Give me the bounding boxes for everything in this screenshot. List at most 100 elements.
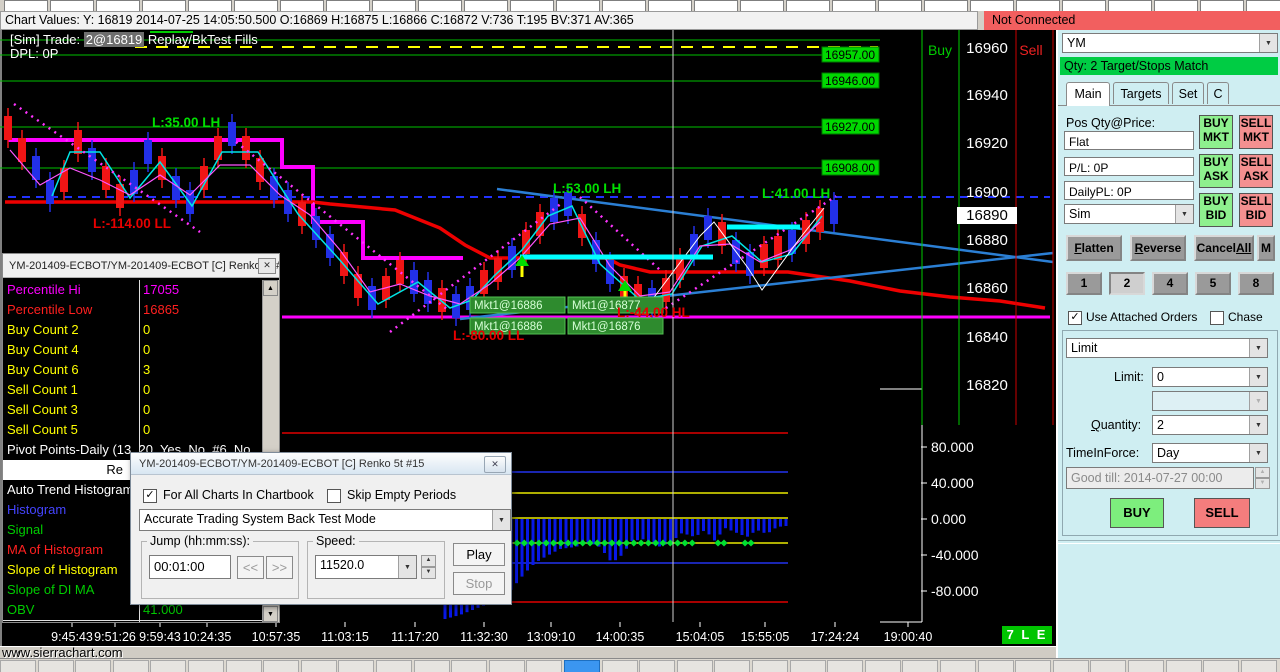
taskbar-item[interactable] bbox=[1165, 660, 1202, 672]
spinner-up-icon[interactable]: ▲ bbox=[421, 555, 436, 567]
taskbar-item[interactable] bbox=[1090, 660, 1127, 672]
taskbar-item[interactable] bbox=[150, 660, 187, 672]
sell-button[interactable]: SELL bbox=[1194, 498, 1250, 528]
toolbar-button[interactable] bbox=[234, 0, 278, 11]
replay-dialog[interactable]: YM-201409-ECBOT/YM-201409-ECBOT [C] Renk… bbox=[130, 452, 512, 605]
qty-preset-5[interactable]: 5 bbox=[1195, 272, 1231, 295]
speed-select[interactable]: 11520.0 ▼ bbox=[315, 555, 417, 579]
all-charts-checkbox[interactable]: ✓ bbox=[143, 489, 157, 503]
toolbar-button[interactable] bbox=[1062, 0, 1106, 11]
use-attached-orders-checkbox[interactable]: ✓ bbox=[1068, 311, 1082, 325]
taskbar-item[interactable] bbox=[789, 660, 826, 672]
toolbar-button[interactable] bbox=[50, 0, 94, 11]
close-icon[interactable]: ✕ bbox=[484, 456, 506, 473]
tif-select[interactable]: Day ▼ bbox=[1152, 443, 1268, 463]
toolbar-button[interactable] bbox=[786, 0, 830, 11]
qty-preset-8[interactable]: 8 bbox=[1238, 272, 1274, 295]
taskbar-item[interactable] bbox=[488, 660, 525, 672]
taskbar-item[interactable] bbox=[1240, 660, 1277, 672]
taskbar-item[interactable] bbox=[676, 660, 713, 672]
symbol-select[interactable]: YM ▼ bbox=[1062, 33, 1278, 53]
toolbar-button[interactable] bbox=[372, 0, 416, 11]
toolbar-button[interactable] bbox=[832, 0, 876, 11]
daily-pl-field[interactable]: DailyPL: 0P bbox=[1064, 181, 1194, 200]
taskbar-item[interactable] bbox=[263, 660, 300, 672]
taskbar-item[interactable] bbox=[526, 660, 563, 672]
buy-button[interactable]: BUY bbox=[1110, 498, 1164, 528]
toolbar-button[interactable] bbox=[970, 0, 1014, 11]
toolbar-button[interactable] bbox=[326, 0, 370, 11]
toolbar-button[interactable] bbox=[418, 0, 462, 11]
jump-forward-button[interactable]: >> bbox=[266, 556, 293, 579]
buy-bid-button[interactable]: BUY BID bbox=[1199, 193, 1233, 227]
taskbar-item[interactable] bbox=[940, 660, 976, 672]
pl-field[interactable]: P/L: 0P bbox=[1064, 157, 1194, 176]
taskbar-item[interactable] bbox=[75, 660, 112, 672]
chevron-down-icon[interactable]: ▼ bbox=[1249, 368, 1267, 386]
sell-ask-button[interactable]: SELL ASK bbox=[1239, 154, 1273, 188]
tab-c[interactable]: C bbox=[1207, 82, 1229, 104]
toolbar-button[interactable] bbox=[188, 0, 232, 11]
toolbar-button[interactable] bbox=[1200, 0, 1244, 11]
toolbar-button[interactable] bbox=[556, 0, 600, 11]
taskbar-item[interactable] bbox=[225, 660, 262, 672]
taskbar-item[interactable] bbox=[0, 660, 36, 672]
taskbar-item[interactable] bbox=[601, 660, 638, 672]
taskbar-item[interactable] bbox=[639, 660, 676, 672]
taskbar-item[interactable] bbox=[977, 660, 1014, 672]
horizontal-scrollbar[interactable]: ◄ bbox=[0, 646, 1056, 658]
replay-mode-select[interactable]: Accurate Trading System Back Test Mode ▼ bbox=[139, 509, 511, 531]
taskbar-item[interactable] bbox=[338, 660, 375, 672]
reverse-button[interactable]: Reverse bbox=[1130, 235, 1186, 261]
speed-spinner[interactable]: ▲ ▼ bbox=[421, 555, 436, 579]
taskbar-item[interactable] bbox=[376, 660, 412, 672]
taskbar-item[interactable] bbox=[1128, 660, 1164, 672]
chevron-down-icon[interactable]: ▼ bbox=[1175, 205, 1193, 223]
toolbar-button[interactable] bbox=[510, 0, 554, 11]
chevron-down-icon[interactable]: ▼ bbox=[1259, 34, 1277, 52]
cancelall-button[interactable]: CancelAll bbox=[1194, 235, 1254, 261]
toolbar-button[interactable] bbox=[694, 0, 738, 11]
tab-main[interactable]: Main bbox=[1066, 82, 1110, 106]
chevron-down-icon[interactable]: ▼ bbox=[1249, 339, 1267, 357]
scroll-left-icon[interactable]: ◄ bbox=[14, 648, 22, 657]
taskbar-item[interactable] bbox=[1015, 660, 1052, 672]
taskbar-item[interactable] bbox=[112, 660, 149, 672]
taskbar-item[interactable] bbox=[752, 660, 788, 672]
chevron-down-icon[interactable]: ▼ bbox=[1249, 444, 1267, 462]
scroll-up-icon[interactable]: ▲ bbox=[263, 280, 278, 296]
taskbar[interactable] bbox=[0, 658, 1280, 672]
taskbar-item[interactable] bbox=[864, 660, 901, 672]
taskbar-item[interactable] bbox=[1203, 660, 1240, 672]
taskbar-item[interactable] bbox=[1052, 660, 1089, 672]
taskbar-item[interactable] bbox=[188, 660, 224, 672]
buy-ask-button[interactable]: BUY ASK bbox=[1199, 154, 1233, 188]
scroll-down-icon[interactable]: ▼ bbox=[263, 606, 278, 622]
buy-mkt-button[interactable]: BUY MKT bbox=[1199, 115, 1233, 149]
taskbar-item[interactable] bbox=[37, 660, 74, 672]
qty-preset-1[interactable]: 1 bbox=[1066, 272, 1102, 295]
toolbar-button[interactable] bbox=[142, 0, 186, 11]
toolbar-button[interactable] bbox=[4, 0, 48, 11]
toolbar-button[interactable] bbox=[878, 0, 922, 11]
toolbar-button[interactable] bbox=[280, 0, 324, 11]
limit-price-select[interactable]: 0 ▼ bbox=[1152, 367, 1268, 387]
account-select[interactable]: Sim ▼ bbox=[1064, 204, 1194, 224]
jump-back-button[interactable]: << bbox=[237, 556, 264, 579]
qty-preset-2[interactable]: 2 bbox=[1109, 272, 1145, 295]
toolbar-button[interactable] bbox=[464, 0, 508, 11]
qty-preset-4[interactable]: 4 bbox=[1152, 272, 1188, 295]
tab-targets[interactable]: Targets bbox=[1113, 82, 1169, 104]
taskbar-item[interactable] bbox=[902, 660, 939, 672]
chase-checkbox[interactable] bbox=[1210, 311, 1224, 325]
taskbar-item[interactable] bbox=[714, 660, 751, 672]
taskbar-item[interactable] bbox=[451, 660, 488, 672]
position-field[interactable]: Flat bbox=[1064, 131, 1194, 150]
toolbar-button[interactable] bbox=[740, 0, 784, 11]
jump-input[interactable]: 00:01:00 bbox=[149, 555, 231, 579]
order-type-select[interactable]: Limit ▼ bbox=[1066, 338, 1268, 358]
chevron-down-icon[interactable]: ▼ bbox=[492, 510, 510, 530]
taskbar-item[interactable] bbox=[413, 660, 450, 672]
sell-mkt-button[interactable]: SELL MKT bbox=[1239, 115, 1273, 149]
stop-button[interactable]: Stop bbox=[453, 572, 505, 595]
